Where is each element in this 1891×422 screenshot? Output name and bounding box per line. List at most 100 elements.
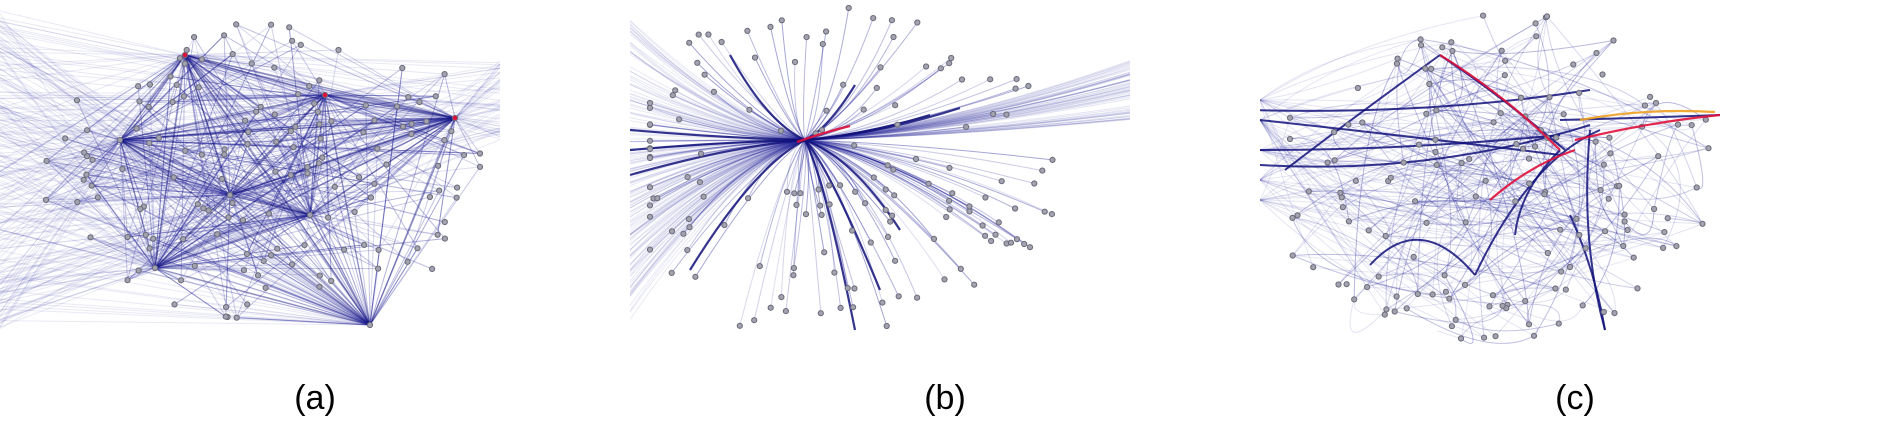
graph-edge: [154, 267, 244, 271]
graph-edge: [216, 233, 371, 326]
graph-edge: [804, 139, 1053, 215]
graph-edge: [1445, 75, 1510, 293]
graph-edge: [86, 174, 231, 196]
graph-edge: [630, 107, 806, 141]
graph-edge: [0, 54, 186, 66]
graph-edge: [630, 139, 806, 271]
graph-node: [1423, 110, 1430, 117]
graph-node: [685, 216, 693, 223]
graph-node: [374, 145, 381, 152]
graph-node: [1600, 308, 1607, 316]
graph-edge: [804, 115, 1131, 141]
graph-edge: [184, 54, 259, 276]
graph-edge: [1260, 119, 1335, 161]
graph-node: [1394, 55, 1401, 62]
graph-node: [1412, 198, 1419, 205]
graph-edge: [369, 248, 418, 326]
graph-edge: [324, 94, 501, 125]
graph-edge: [327, 117, 456, 218]
graph-edge: [217, 214, 311, 235]
graph-edge: [804, 106, 961, 142]
graph-edge: [804, 139, 896, 262]
graph-edge: [1260, 38, 1421, 121]
graph-node: [823, 28, 830, 35]
graph-edge: [0, 17, 186, 56]
graph-edge: [630, 104, 806, 141]
graph-edge: [119, 139, 227, 317]
graph-edge: [170, 76, 456, 119]
graph-node: [426, 193, 433, 201]
graph-node: [1673, 243, 1680, 250]
graph-edge: [0, 173, 371, 326]
graph-edge: [454, 81, 501, 119]
bundle-highlight: [1574, 113, 1721, 142]
graph-edge: [185, 94, 326, 152]
graph-edge: [0, 94, 326, 197]
graph-edge: [1424, 68, 1605, 313]
graph-edge: [45, 54, 186, 201]
graph-edge: [630, 139, 806, 209]
graph-node: [316, 121, 323, 128]
graph-edge: [184, 54, 248, 145]
graph-edge: [229, 133, 501, 196]
graph-edge: [1260, 119, 1342, 198]
graph-edge: [0, 26, 371, 326]
graph-node: [1674, 121, 1682, 128]
graph-node: [1393, 60, 1400, 67]
graph-node: [751, 54, 759, 61]
graph-edge: [227, 194, 231, 218]
graph-node: [341, 246, 348, 253]
graph-edge: [0, 155, 311, 216]
graph-edge: [0, 63, 231, 196]
graph-node: [80, 176, 87, 183]
graph-edge: [229, 123, 320, 196]
graph-edge: [792, 139, 806, 276]
graph-edge: [770, 26, 806, 141]
graph-node: [831, 269, 838, 276]
graph-edge: [201, 59, 371, 326]
graph-edge: [0, 139, 121, 197]
graph-edge: [0, 117, 456, 154]
graph-edge: [0, 139, 121, 292]
graph-edge: [804, 118, 1131, 141]
graph-edge: [216, 233, 371, 326]
graph-edge: [804, 98, 1131, 141]
graph-node: [1458, 159, 1465, 167]
graph-node: [453, 194, 460, 201]
graph-edge: [119, 139, 128, 281]
graph-edge: [291, 117, 456, 265]
graph-node: [1610, 37, 1617, 44]
graph-edge: [0, 91, 456, 119]
graph-edge: [1496, 50, 1561, 231]
graph-edge: [121, 168, 156, 269]
graph-edge: [173, 117, 456, 178]
graph-edge: [804, 81, 1131, 141]
graph-edge: [236, 117, 456, 319]
graph-edge: [630, 139, 806, 245]
graph-edge: [119, 139, 245, 271]
graph-edge: [154, 149, 226, 269]
graph-edge: [454, 79, 501, 119]
graph-edge: [0, 81, 311, 216]
graph-node: [1624, 226, 1631, 234]
graph-edge: [0, 20, 231, 196]
graph-node: [1616, 182, 1623, 189]
graph-node: [1579, 302, 1586, 309]
graph-edge: [184, 54, 379, 251]
graph-edge: [119, 139, 365, 246]
graph-edge: [119, 111, 257, 141]
graph-node: [1490, 119, 1497, 126]
graph-edge: [630, 139, 806, 251]
graph-node: [790, 265, 797, 272]
graph-edge: [229, 79, 320, 196]
graph-edge: [153, 238, 371, 326]
graph-edge: [119, 139, 145, 207]
graph-edge: [229, 143, 248, 196]
graph-edge: [1641, 126, 1681, 249]
graph-node: [1417, 36, 1424, 43]
graph-edge: [0, 135, 311, 216]
graph-node: [176, 55, 183, 62]
graph-edge: [0, 111, 231, 196]
graph-edge: [0, 229, 156, 269]
graph-edge: [1528, 158, 1697, 200]
